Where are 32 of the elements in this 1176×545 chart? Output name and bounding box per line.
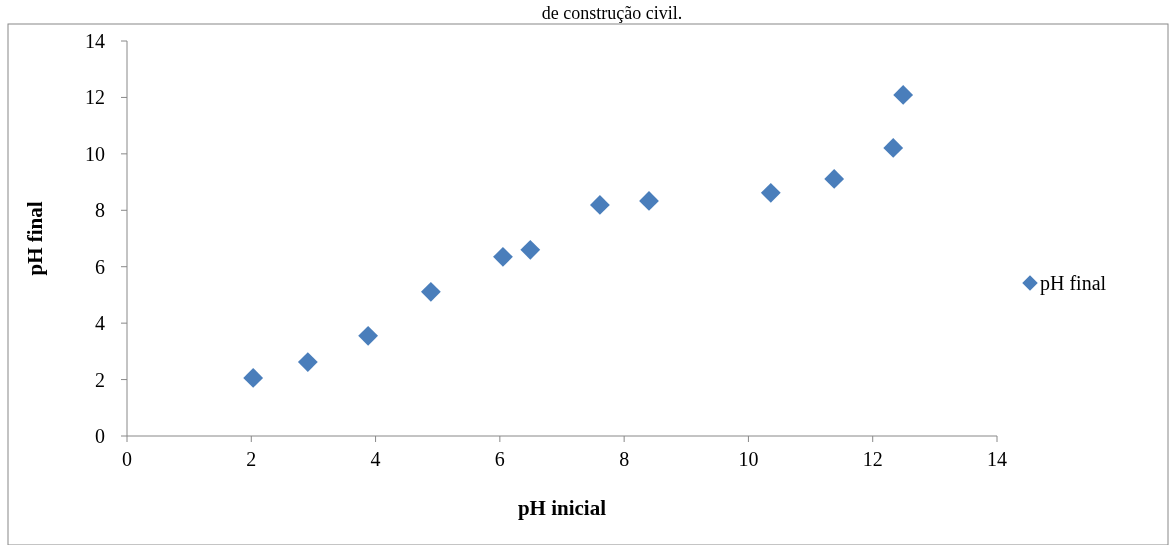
y-tick-label: 8: [95, 199, 105, 222]
point: [520, 239, 541, 260]
y-tick-label: 12: [85, 86, 105, 109]
x-tick-label: 6: [494, 448, 505, 470]
point: [420, 281, 441, 302]
y-tick-label: 2: [95, 368, 105, 391]
point: [493, 246, 513, 267]
point: [358, 325, 379, 346]
x-tick-label: 2: [246, 448, 257, 470]
y-tick-label: 10: [85, 142, 105, 165]
point: [590, 195, 610, 215]
point: [760, 182, 781, 203]
y-tick-label: 4: [95, 312, 105, 335]
x-tick-label: 12: [862, 448, 883, 470]
point: [639, 191, 659, 211]
x-axis-title: pH inicial: [517, 496, 607, 520]
point: [883, 138, 904, 158]
chart-title: de construção civil.: [541, 3, 683, 23]
x-tick-label: 10: [738, 448, 759, 470]
legend-label: pH final: [1040, 272, 1107, 295]
x-tick-label: 4: [370, 448, 381, 470]
y-axis-title: pH final: [23, 201, 47, 276]
point: [297, 352, 318, 372]
x-tick-label: 8: [619, 448, 630, 470]
point: [893, 84, 914, 105]
x-tick-label: 0: [122, 448, 132, 470]
y-tick-label: 6: [95, 255, 105, 278]
y-tick-label: 14: [85, 30, 105, 52]
y-tick-label: 0: [95, 425, 105, 447]
point: [824, 169, 845, 189]
point: [243, 367, 264, 388]
x-tick-label: 14: [987, 448, 1007, 470]
